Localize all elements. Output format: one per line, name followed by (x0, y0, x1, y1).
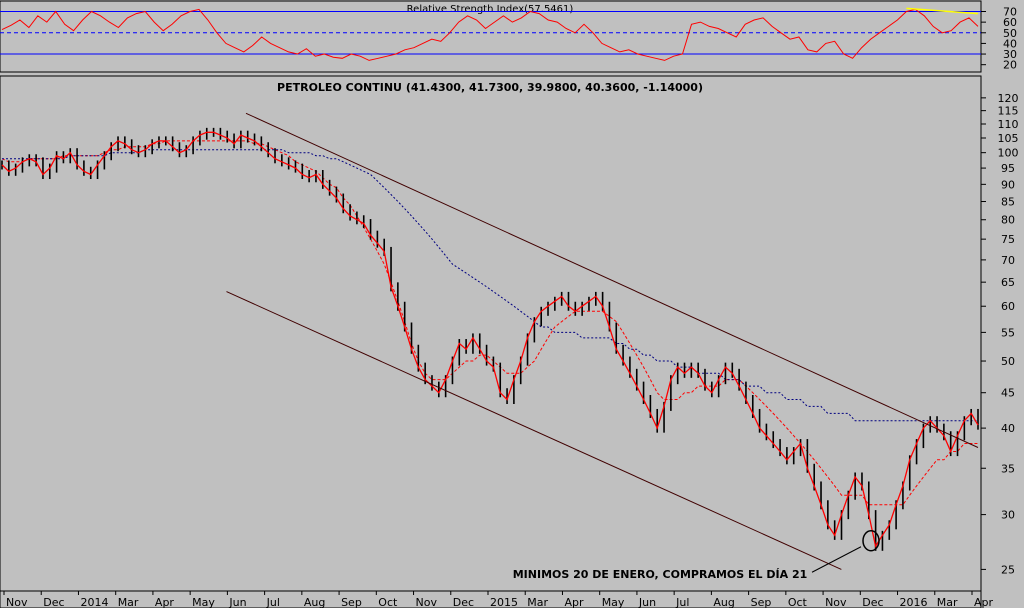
rsi-tick-label: 60 (1003, 16, 1017, 29)
price-tick-label: 85 (1001, 196, 1015, 209)
x-tick-label: Jul (266, 596, 280, 608)
price-tick-label: 90 (1001, 178, 1015, 191)
moving-average-long (2, 149, 978, 422)
price-tick-label: 75 (1001, 233, 1015, 246)
price-tick-label: 80 (1001, 214, 1015, 227)
x-tick-label: May (602, 596, 625, 608)
price-tick-label: 50 (1001, 355, 1015, 368)
price-title: PETROLEO CONTINU (41.4300, 41.7300, 39.9… (277, 81, 703, 94)
x-tick-label: Oct (378, 596, 398, 608)
x-tick-label: Mar (118, 596, 139, 608)
annotation-circle (862, 529, 880, 552)
price-panel (0, 75, 982, 592)
lower-channel-trendline (226, 291, 842, 570)
rsi-tick-label: 30 (1003, 48, 1017, 61)
rsi-title: Relative Strength Index(57.5461) (407, 4, 574, 15)
x-tick-label: Jun (638, 596, 656, 608)
price-series-line (1, 131, 979, 549)
price-tick-label: 105 (998, 132, 1019, 145)
x-tick-label: Dec (43, 596, 64, 608)
x-tick-label: Sep (751, 596, 772, 608)
x-tick-label: 2016 (900, 596, 928, 608)
x-tick-label: Aug (713, 596, 734, 608)
x-tick-label: 2015 (490, 596, 518, 608)
x-tick-label: 2014 (80, 596, 108, 608)
rsi-divergence-line (906, 7, 979, 15)
price-tick-label: 70 (1001, 254, 1015, 267)
rsi-tick-label: 20 (1003, 59, 1017, 72)
price-tick-label: 60 (1001, 300, 1015, 313)
rsi-panel (0, 0, 982, 73)
annotation-pointer (811, 546, 862, 573)
x-tick-label: Oct (788, 596, 808, 608)
price-tick-label: 55 (1001, 326, 1015, 339)
rsi-tick-label: 50 (1003, 27, 1017, 40)
rsi-series-line (1, 8, 979, 61)
x-tick-label: Dec (862, 596, 883, 608)
price-tick-label: 120 (998, 92, 1019, 105)
price-tick-label: 25 (1001, 563, 1015, 576)
x-tick-label: Nov (825, 596, 847, 608)
x-tick-label: Jun (228, 596, 246, 608)
x-tick-label: Nov (416, 596, 438, 608)
x-tick-label: Nov (6, 596, 28, 608)
x-tick-label: Mar (527, 596, 548, 608)
price-tick-label: 35 (1001, 462, 1015, 475)
price-tick-label: 115 (998, 105, 1019, 118)
rsi-tick-label: 40 (1003, 37, 1017, 50)
price-tick-label: 95 (1001, 162, 1015, 175)
rsi-tick-label: 70 (1003, 6, 1017, 19)
x-tick-label: Aug (304, 596, 325, 608)
x-tick-label: Apr (155, 596, 175, 608)
price-tick-label: 110 (998, 118, 1019, 131)
annotation-text: MINIMOS 20 DE ENERO, COMPRAMOS EL DÍA 21 (513, 568, 808, 581)
price-tick-label: 40 (1001, 422, 1015, 435)
price-tick-label: 100 (998, 147, 1019, 160)
upper-channel-trendline (245, 112, 979, 448)
x-tick-label: May (192, 596, 215, 608)
price-tick-label: 65 (1001, 276, 1015, 289)
x-tick-label: Jul (675, 596, 689, 608)
x-tick-label: Sep (341, 596, 362, 608)
x-tick-label: Dec (453, 596, 474, 608)
x-tick-label: Mar (937, 596, 958, 608)
x-tick-label: Apr (564, 596, 584, 608)
x-axis (0, 590, 982, 608)
price-tick-label: 45 (1001, 387, 1015, 400)
price-tick-label: 30 (1001, 509, 1015, 522)
x-tick-label: Apr (974, 596, 994, 608)
